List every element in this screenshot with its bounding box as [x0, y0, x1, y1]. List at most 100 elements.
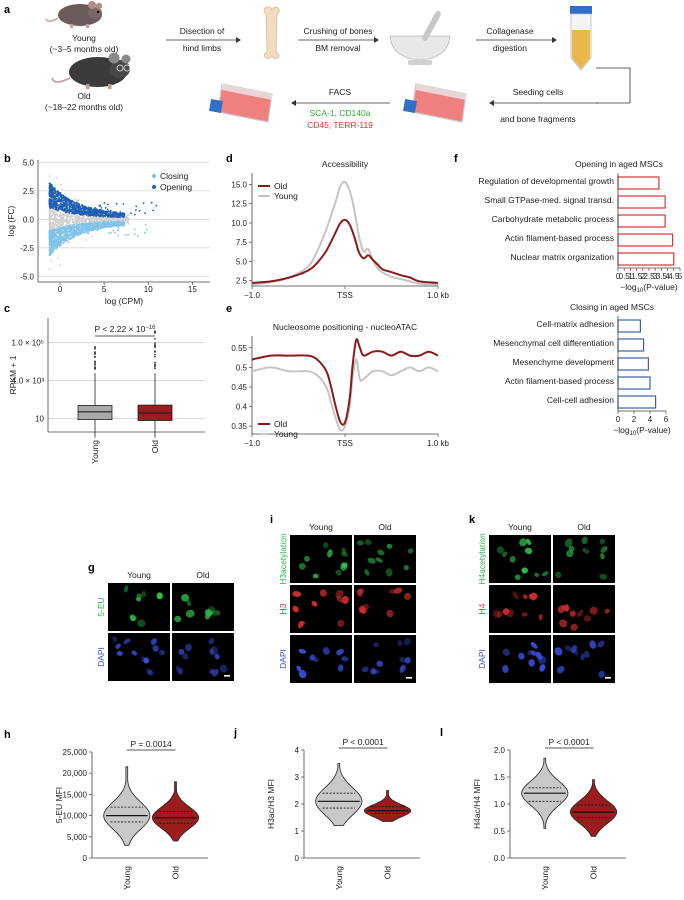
b-point — [84, 222, 87, 225]
b-point — [127, 222, 130, 225]
k-image-old-0-nucleus — [599, 538, 606, 545]
l-xlabel-old: Old — [589, 866, 599, 880]
f-closing-bar — [617, 357, 649, 371]
b-point — [51, 184, 53, 186]
i-image-old-0-nucleus — [357, 540, 364, 546]
k-row-label-0: H4acetylation — [477, 533, 487, 585]
i-image-old-0-nucleus — [407, 548, 414, 554]
l-ytick-label: 2.0 — [494, 746, 506, 755]
i-image-young-1 — [290, 585, 352, 633]
b-point — [78, 199, 80, 201]
b-point — [51, 245, 54, 248]
panel-letter-e: e — [226, 303, 232, 315]
i-image-young-0-nucleus — [341, 562, 348, 568]
f-opening-xlabel-tail: (P-value) — [643, 282, 678, 292]
g-image-old-0-nucleus — [211, 610, 221, 616]
b-point — [57, 223, 59, 226]
b-point — [82, 206, 85, 208]
b-point — [112, 229, 115, 232]
b-point — [103, 210, 106, 213]
c-outlier — [154, 367, 156, 370]
b-point — [65, 211, 67, 214]
b-point — [115, 202, 118, 205]
b-point — [65, 196, 68, 199]
b-point — [82, 218, 84, 221]
b-point — [60, 184, 62, 186]
i-image-old-0-nucleus — [364, 539, 372, 545]
j-ylabel: H3ac/H3 MFI — [266, 779, 276, 829]
e-legend-old: Old — [274, 419, 288, 429]
b-point — [54, 206, 56, 209]
f-closing-chart: Closing in aged MSCs Cell-matrix adhesion… — [493, 302, 671, 437]
b-legend-closing-marker — [152, 174, 156, 178]
b-point — [60, 216, 62, 219]
b-point — [62, 217, 65, 220]
panel-letter-h: h — [4, 729, 11, 741]
f-opening-category-label: Small GTPase-med. signal transd. — [485, 195, 614, 205]
k-image-young-1 — [489, 585, 551, 633]
i-image-young-0-nucleus — [327, 549, 333, 558]
b-point — [82, 217, 85, 219]
g-image-old-1 — [172, 633, 234, 681]
f-closing-xtick-label: 2 — [632, 415, 637, 424]
b-point — [144, 223, 147, 226]
arrowhead-step1 — [236, 37, 241, 43]
i-image-old-0-nucleus — [386, 543, 393, 549]
b-point — [49, 229, 52, 231]
b-point — [74, 221, 76, 223]
f-opening-category-label: Actin filament-based process — [505, 233, 614, 243]
b-point — [77, 232, 80, 235]
b-point — [121, 221, 123, 224]
k-image-old-2-nucleus — [572, 648, 579, 656]
b-point — [78, 215, 81, 218]
i-image-old-0-nucleus — [375, 557, 383, 563]
i-image-young-0-nucleus — [341, 547, 347, 555]
i-image-young-0-bg — [290, 535, 352, 583]
c-outlier — [94, 360, 96, 363]
b-point — [93, 223, 95, 226]
b-point — [57, 244, 59, 246]
arrow-connector — [596, 67, 631, 104]
b-point — [94, 212, 97, 215]
b-point — [61, 215, 64, 217]
h-ytick-label: 10,000 — [63, 812, 88, 821]
b-point — [114, 212, 116, 214]
b-point — [55, 235, 58, 237]
b-point — [116, 222, 119, 224]
b-point — [57, 257, 59, 260]
b-point — [62, 209, 65, 212]
b-point — [53, 225, 56, 228]
g-image-old-1-nucleus — [178, 648, 185, 655]
b-point — [57, 192, 59, 195]
b-point — [81, 223, 84, 226]
b-point — [70, 201, 73, 204]
b-point — [58, 207, 60, 210]
arrowhead-step4 — [489, 100, 494, 106]
b-point — [107, 225, 110, 228]
k-image-young-2-nucleus — [502, 665, 509, 673]
g-image-old-1-nucleus — [210, 646, 219, 655]
c-ytick-label: 1.0 × 10³ — [12, 377, 44, 386]
g-image-old-1-nucleus — [214, 653, 220, 660]
b-point — [59, 192, 62, 195]
b-point — [49, 198, 52, 201]
k-image-old-2-nucleus — [554, 647, 563, 656]
f-opening-bar — [617, 214, 666, 228]
b-point — [57, 242, 60, 244]
b-point — [49, 225, 52, 228]
b-point — [76, 203, 78, 206]
b-point — [55, 197, 58, 200]
b-point — [83, 210, 86, 213]
b-point — [82, 207, 85, 210]
g-image-old-1-nucleus — [209, 648, 215, 656]
f-opening-xtick-label: 5 — [678, 272, 683, 281]
b-point — [49, 248, 52, 251]
b-point — [63, 202, 66, 205]
b-point — [62, 242, 65, 244]
i-image-young-2-nucleus — [296, 665, 302, 672]
e-xtick-label: 1.0 kb — [427, 439, 449, 448]
k-image-young-2 — [489, 635, 551, 683]
k-image-old-2 — [553, 635, 615, 683]
b-point — [56, 236, 59, 239]
